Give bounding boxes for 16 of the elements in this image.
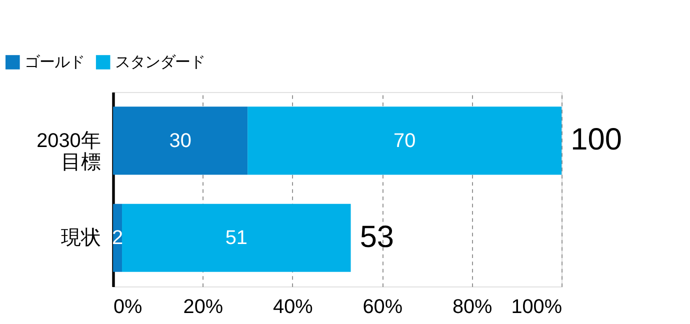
data-label: 30 [169,130,192,152]
data-label: 51 [225,227,248,250]
x-tick-label: 80% [452,296,492,318]
x-tick-label: 40% [273,296,313,318]
data-label: 2 [112,227,124,250]
x-tick-label: 60% [362,296,403,318]
x-tick-label: 100% [511,296,562,318]
y-tick-label: 2030年目標 [36,130,101,174]
data-label: 70 [394,130,416,152]
total-label: 53 [360,218,394,254]
total-label: 100 [570,122,622,157]
legend-label: スタンダード [114,54,205,71]
x-tick-label: 0% [113,296,142,318]
x-tick-label: 20% [183,296,224,318]
y-tick-label: 現状 [60,227,101,250]
legend-label: ゴールド [24,54,84,71]
